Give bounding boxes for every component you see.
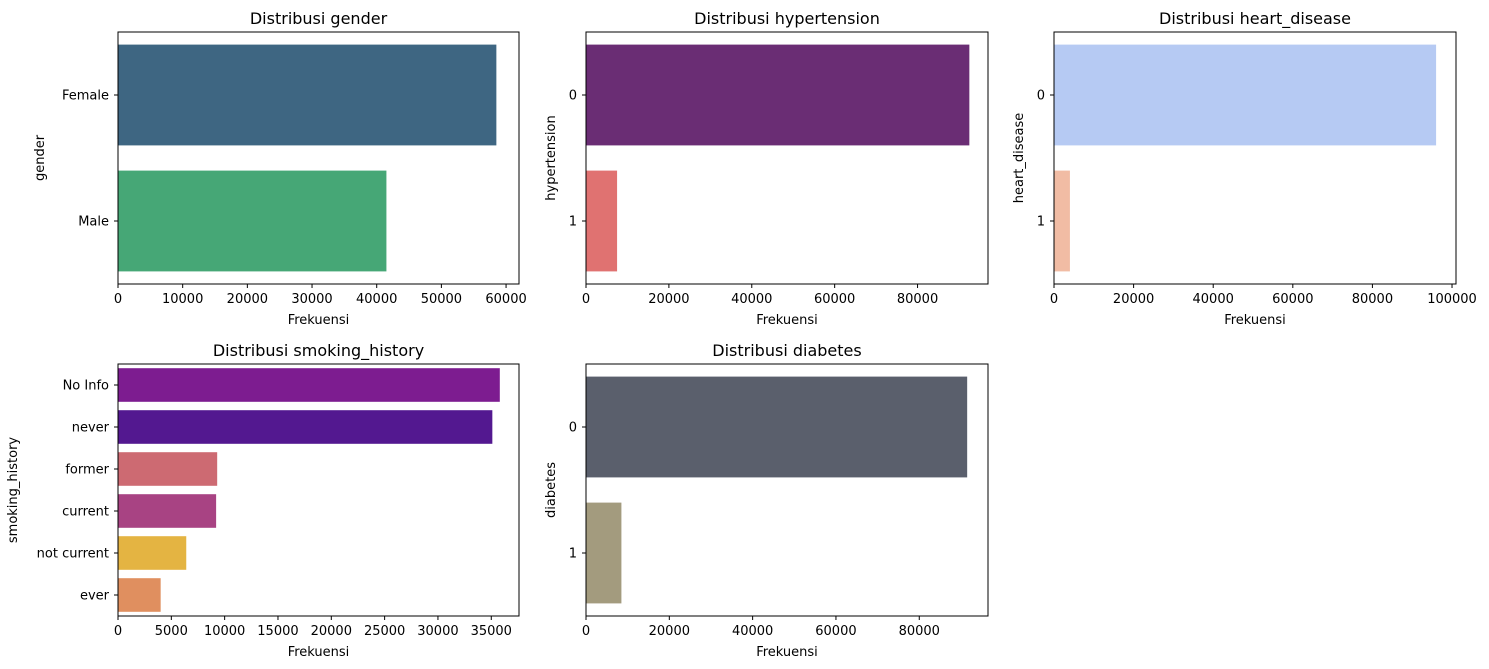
x-tick-label: 40000 — [731, 292, 772, 307]
x-tick-label: 0 — [1050, 292, 1058, 307]
y-tick-label: 1 — [569, 215, 577, 230]
bar-current — [118, 494, 217, 528]
x-tick-label: 10000 — [162, 292, 203, 307]
x-tick-label: 40000 — [1193, 292, 1234, 307]
chart-title: Distribusi smoking_history — [213, 341, 424, 361]
bar-female — [118, 44, 497, 146]
plot-frame — [1053, 31, 1457, 285]
chart-panel-1: Female Male 0 10000 20000 30000 40000 50000 6000… — [33, 9, 527, 328]
x-tick-label: 60000 — [1272, 292, 1313, 307]
bar-no-info — [118, 368, 500, 402]
x-tick-label: 20000 — [648, 292, 689, 307]
x-axis-label: Frekuensi — [288, 313, 350, 328]
plot-frame — [585, 363, 989, 617]
x-tick-label: 20000 — [311, 624, 352, 639]
x-tick-label: 60000 — [485, 292, 526, 307]
x-tick-label: 80000 — [1352, 292, 1393, 307]
chart-panel-2: 0 1 0 20000 40000 60000 80000 Distribusi hypert… — [544, 9, 989, 328]
x-tick-label: 10000 — [204, 624, 245, 639]
bar-1 — [586, 502, 622, 604]
chart-title: Distribusi gender — [250, 9, 388, 28]
x-axis-label: Frekuensi — [288, 645, 350, 660]
x-tick-label: 20000 — [227, 292, 268, 307]
chart-panel-4: No Info never former current not current ever… — [6, 341, 520, 660]
bar-1 — [1054, 170, 1070, 272]
x-tick-label: 60000 — [814, 292, 855, 307]
x-tick-label: 20000 — [649, 624, 690, 639]
x-tick-label: 40000 — [356, 292, 397, 307]
y-tick-label: 1 — [569, 547, 577, 562]
bar-former — [118, 452, 218, 486]
y-axis-label: smoking_history — [6, 437, 21, 544]
plot-frame — [585, 31, 989, 285]
bar-0 — [586, 44, 970, 146]
x-axis-label: Frekuensi — [756, 645, 818, 660]
x-tick-label: 0 — [582, 292, 590, 307]
bar-0 — [586, 376, 968, 478]
x-tick-label: 5000 — [155, 624, 188, 639]
y-tick-label: 0 — [1037, 89, 1045, 104]
bar-ever — [118, 578, 161, 612]
y-tick-label: No Info — [63, 379, 109, 394]
y-axis-label: heart_disease — [1012, 113, 1027, 204]
y-axis-label: gender — [33, 134, 48, 181]
x-tick-label: 60000 — [815, 624, 856, 639]
chart-title: Distribusi diabetes — [712, 341, 861, 360]
x-tick-label: 100000 — [1427, 292, 1477, 307]
bar-not-current — [118, 536, 187, 570]
y-axis-label: diabetes — [544, 462, 559, 518]
y-tick-label: not current — [37, 547, 109, 562]
x-tick-label: 15000 — [257, 624, 298, 639]
chart-title: Distribusi hypertension — [694, 9, 880, 28]
y-tick-label: Male — [78, 215, 109, 230]
chart-panel-5: 0 1 0 20000 40000 60000 80000 Distribusi diabet… — [544, 341, 989, 660]
chart-title: Distribusi heart_disease — [1159, 9, 1351, 29]
chart-panel-3: 0 1 0 20000 40000 60000 80000 100000 Distribusi … — [1012, 9, 1477, 328]
bar-1 — [586, 170, 618, 272]
y-tick-label: 1 — [1037, 215, 1045, 230]
x-tick-label: 20000 — [1113, 292, 1154, 307]
y-axis-label: hypertension — [544, 115, 559, 200]
x-tick-label: 0 — [114, 292, 122, 307]
y-tick-label: ever — [80, 589, 110, 604]
y-tick-label: 0 — [569, 421, 577, 436]
y-tick-label: former — [65, 463, 109, 478]
x-tick-label: 35000 — [471, 624, 512, 639]
plot-frame — [117, 31, 520, 285]
y-tick-label: Female — [62, 89, 109, 104]
y-tick-label: current — [62, 505, 109, 520]
x-axis-label: Frekuensi — [1224, 313, 1286, 328]
bar-0 — [1054, 44, 1437, 146]
x-tick-label: 30000 — [417, 624, 458, 639]
bar-male — [118, 170, 387, 272]
x-tick-label: 25000 — [364, 624, 405, 639]
bar-never — [118, 410, 493, 444]
x-tick-label: 80000 — [899, 624, 940, 639]
x-tick-label: 80000 — [897, 292, 938, 307]
x-tick-label: 40000 — [732, 624, 773, 639]
x-axis-label: Frekuensi — [756, 313, 818, 328]
x-tick-label: 30000 — [291, 292, 332, 307]
x-tick-label: 50000 — [421, 292, 462, 307]
x-tick-label: 0 — [582, 624, 590, 639]
y-tick-label: 0 — [569, 89, 577, 104]
y-tick-label: never — [72, 421, 110, 436]
x-tick-label: 0 — [114, 624, 122, 639]
plot-frame — [117, 363, 520, 617]
